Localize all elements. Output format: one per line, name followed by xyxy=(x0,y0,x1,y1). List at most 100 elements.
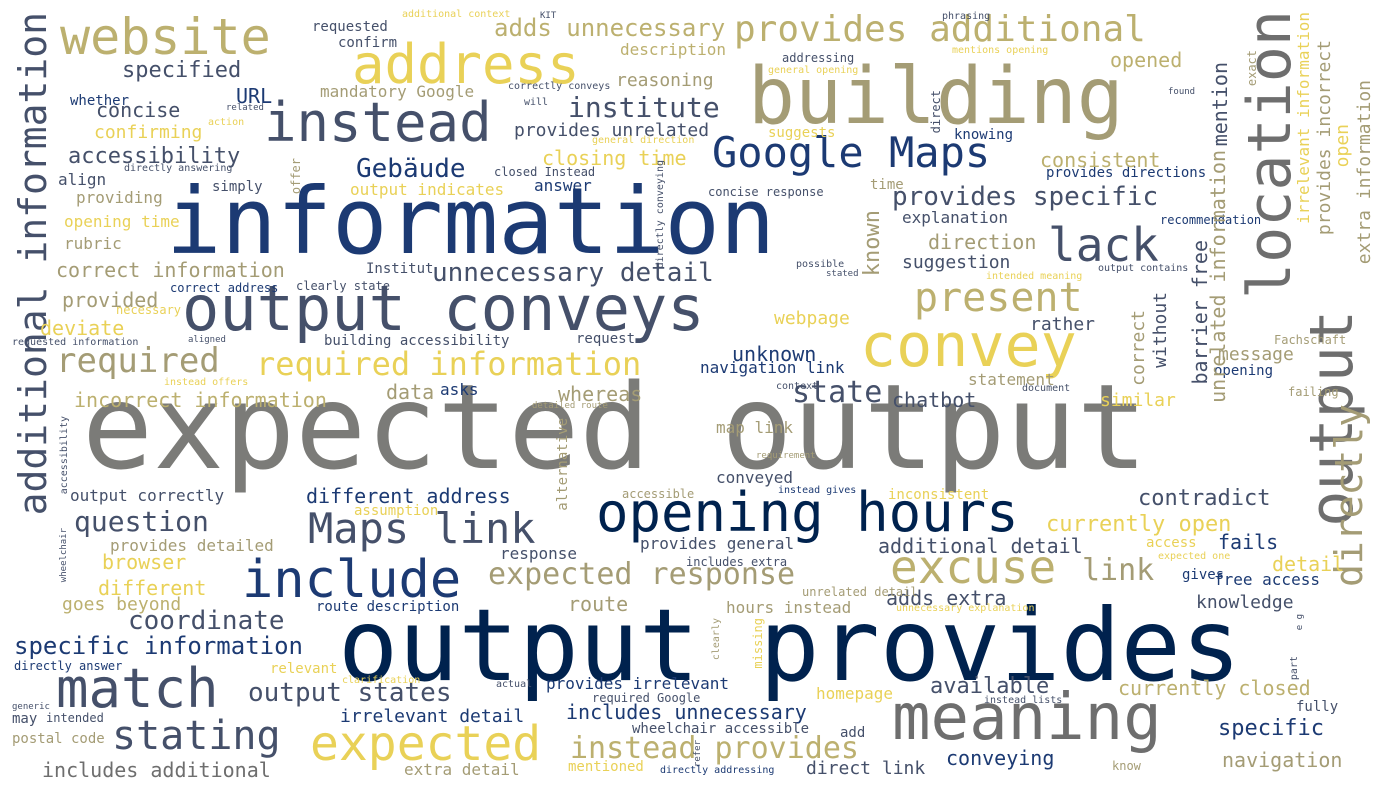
word-unrelated-detail: unrelated detail xyxy=(802,585,918,599)
word-information: information xyxy=(166,168,776,275)
word-available: available xyxy=(930,674,1050,699)
word-output-provides: output provides xyxy=(338,587,1242,704)
word-navigation-link: navigation link xyxy=(700,358,845,377)
word-adds-extra: adds extra xyxy=(886,586,1007,610)
word-mentions-opening: mentions opening xyxy=(952,45,1049,56)
word-context: context xyxy=(776,381,819,392)
word-building-accessibility: building accessibility xyxy=(324,333,510,349)
word-knowledge: knowledge xyxy=(1196,592,1294,613)
word-meaning: meaning xyxy=(892,681,1162,755)
word-expected-one: expected one xyxy=(1158,551,1231,562)
word-output-correctly: output correctly xyxy=(70,486,225,505)
word-mention: mention xyxy=(1208,62,1232,147)
word-irrelevant-detail: irrelevant detail xyxy=(340,706,525,727)
word-provides-additional: provides additional xyxy=(734,9,1146,50)
word-provides-unrelated: provides unrelated xyxy=(514,120,710,141)
word-asks: asks xyxy=(440,380,479,399)
word-clarification: clarification xyxy=(342,675,421,686)
word-requirement: requirement xyxy=(756,451,816,461)
word-part: part xyxy=(1289,656,1300,681)
word-maps-link: Maps link xyxy=(308,504,536,553)
word-offer: offer xyxy=(289,158,303,195)
word-time: time xyxy=(870,177,904,193)
word-action: action xyxy=(208,117,245,128)
word-gives: gives xyxy=(1182,567,1225,583)
word-wheelchair-accessible: wheelchair accessible xyxy=(632,721,810,737)
word-provided: provided xyxy=(62,288,159,312)
word-required-information: required information xyxy=(256,345,642,383)
word-webpage: webpage xyxy=(774,308,850,329)
word-actual: actual xyxy=(496,679,533,690)
word-navigation: navigation xyxy=(1222,748,1343,772)
word-without: without xyxy=(1150,292,1171,368)
word-accessibility: accessibility xyxy=(59,416,70,495)
word-answer: answer xyxy=(534,176,592,195)
word-kit: KIT xyxy=(540,11,557,21)
word-suggestion: suggestion xyxy=(902,252,1011,273)
word-url: URL xyxy=(236,84,273,108)
word-detailed-route: detailed route xyxy=(532,401,608,411)
word-response: response xyxy=(500,544,578,563)
word-provides-specific: provides specific xyxy=(892,182,1159,212)
word-gebäude: Gebäude xyxy=(356,154,466,184)
word-currently-closed: currently closed xyxy=(1118,676,1311,700)
word-hours-instead: hours instead xyxy=(726,598,852,617)
word-specific-information: specific information xyxy=(14,632,303,660)
word-expected-output: expected output xyxy=(82,358,1148,496)
word-route-description: route description xyxy=(316,599,460,615)
word-concise: concise xyxy=(96,98,181,122)
word-required-google: required Google xyxy=(592,691,701,705)
word-know: know xyxy=(1112,759,1141,773)
word-additional-information: additional information xyxy=(11,12,55,516)
word-question: question xyxy=(74,505,209,538)
word-provides-detailed: provides detailed xyxy=(110,536,274,555)
word-expected-response: expected response xyxy=(488,557,796,592)
word-fachschaft: Fachschaft xyxy=(1274,333,1347,347)
word-output-states: output states xyxy=(248,678,452,708)
word-addressing: addressing xyxy=(782,51,855,65)
word-free-access: free access xyxy=(1214,570,1320,589)
word-specified: specified xyxy=(122,58,242,83)
word-opened: opened xyxy=(1110,48,1183,72)
word-message: message xyxy=(1218,344,1294,365)
word-link: link xyxy=(1082,553,1155,588)
word-additional-detail: additional detail xyxy=(878,534,1083,558)
word-document: document xyxy=(1022,383,1071,394)
word-missing: missing xyxy=(751,618,765,669)
word-requested-information: requested information xyxy=(12,337,139,348)
word-required: required xyxy=(56,341,220,381)
word-output-conveys: output conveys xyxy=(182,272,705,345)
word-conveyed: conveyed xyxy=(716,468,794,487)
word-include: include xyxy=(242,550,462,610)
word-access: access xyxy=(1146,535,1197,551)
word-requested: requested xyxy=(312,19,388,35)
word-fully: fully xyxy=(1296,699,1339,715)
word-address: address xyxy=(352,33,580,96)
word-providing: providing xyxy=(76,188,163,207)
word-accessibility: accessibility xyxy=(68,144,241,169)
word-accessible: accessible xyxy=(622,487,695,501)
word-inconsistent: inconsistent xyxy=(888,487,990,503)
word-confirm: confirm xyxy=(338,35,398,51)
word-includes-unnecessary: includes unnecessary xyxy=(566,700,807,724)
word-intended-meaning: intended meaning xyxy=(986,271,1083,282)
word-institut: Institut xyxy=(366,261,434,277)
word-unrelated-information: unrelated information xyxy=(1206,150,1230,403)
word-correctly-conveys: correctly conveys xyxy=(508,81,611,92)
word-align: align xyxy=(58,170,107,189)
word-alternative: alternative xyxy=(555,418,571,511)
word-deviate: deviate xyxy=(40,316,125,340)
word-direction: direction xyxy=(928,230,1037,254)
word-present: present xyxy=(914,275,1083,321)
word-knowing: knowing xyxy=(954,127,1014,143)
word-chatbot: chatbot xyxy=(892,388,977,412)
word-directly-answering: directly answering xyxy=(124,163,233,174)
word-clearly: clearly xyxy=(711,618,722,661)
word-request: request xyxy=(576,331,636,347)
word-provides-directions: provides directions xyxy=(1046,165,1207,181)
word-opening-hours: opening hours xyxy=(596,481,1019,544)
word-specific: specific xyxy=(1218,716,1324,741)
word-different: different xyxy=(98,576,207,600)
word-wheelchair: wheelchair xyxy=(59,528,69,583)
